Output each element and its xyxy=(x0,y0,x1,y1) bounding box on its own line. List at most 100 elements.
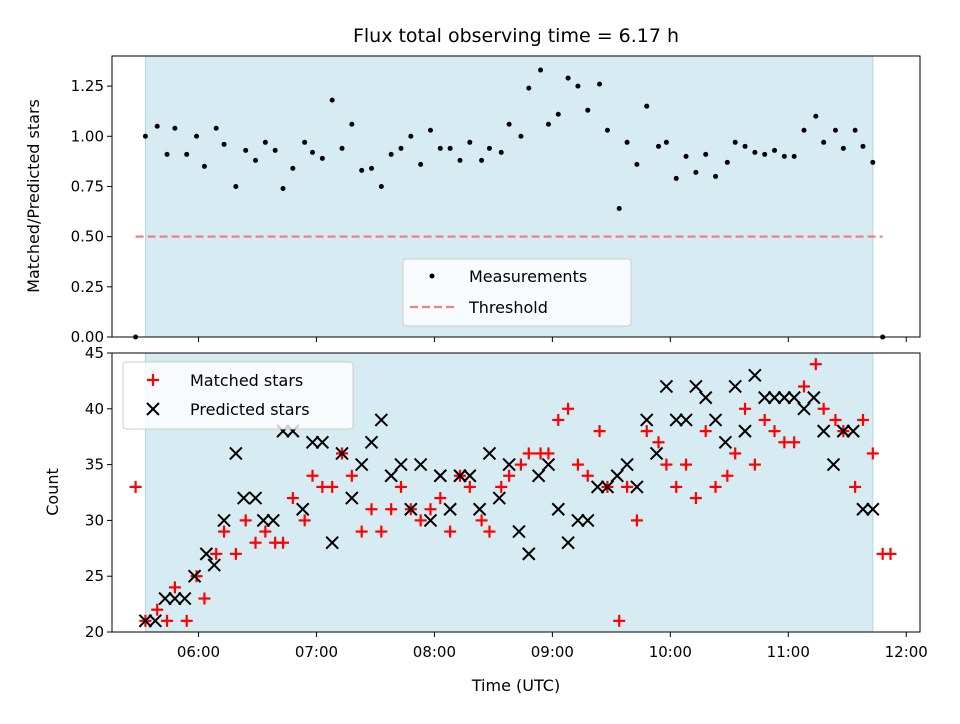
measurement-point xyxy=(821,139,827,145)
measurement-point xyxy=(506,121,512,127)
predicted-star-marker xyxy=(807,390,821,405)
matched-star-marker xyxy=(151,603,164,616)
predicted-star-marker xyxy=(199,547,214,561)
matched-star-marker xyxy=(809,358,822,371)
predicted-star-marker xyxy=(571,513,585,528)
predicted-star-marker xyxy=(305,435,320,449)
measurement-point xyxy=(408,133,414,139)
measurement-point xyxy=(339,145,345,151)
matched-star-marker xyxy=(640,425,653,438)
top-y-axis-label: Matched/Predicted stars xyxy=(24,99,43,293)
top-legend: Measurements Threshold xyxy=(402,258,632,327)
predicted-star-marker xyxy=(345,491,359,505)
bottom-y-tick-label: 35 xyxy=(85,456,104,474)
matched-star-marker xyxy=(168,581,181,594)
predicted-star-marker xyxy=(256,513,271,528)
predicted-star-marker xyxy=(826,457,841,472)
matched-star-marker xyxy=(306,469,319,482)
matched-star-marker xyxy=(463,480,476,493)
measurement-point xyxy=(575,83,581,89)
matched-star-marker xyxy=(866,447,879,460)
measurement-point xyxy=(398,145,404,151)
bottom-legend: Matched stars Predicted stars xyxy=(122,361,354,430)
predicted-star-marker xyxy=(148,614,162,628)
measurement-point xyxy=(302,139,308,145)
predicted-star-marker xyxy=(248,491,263,505)
bottom-x-tick-label: 07:00 xyxy=(295,643,338,661)
matched-star-marker xyxy=(581,469,594,482)
predicted-star-marker xyxy=(168,591,182,606)
measurement-point xyxy=(418,161,424,167)
predicted-star-marker xyxy=(472,502,487,516)
predicted-star-marker xyxy=(856,502,870,516)
measurement-point xyxy=(253,157,259,163)
measurement-point xyxy=(154,123,160,129)
predicted-star-marker xyxy=(453,469,467,483)
measurement-point xyxy=(772,147,778,153)
predicted-star-marker xyxy=(374,413,389,427)
predicted-star-marker xyxy=(531,469,546,483)
matched-star-marker xyxy=(699,425,712,438)
predicted-star-marker xyxy=(541,457,556,472)
predicted-star-marker xyxy=(502,457,516,472)
matched-star-marker xyxy=(630,514,643,527)
bottom-y-tick-label: 30 xyxy=(85,511,104,529)
predicted-star-marker xyxy=(561,536,575,550)
measurement-point xyxy=(518,133,524,139)
top-y-axis: 0.00 0.25 0.50 0.75 1.00 1.25 xyxy=(71,77,112,346)
matched-star-marker xyxy=(298,514,311,527)
bottom-panel: 20 25 30 35 40 45 06:00 07:00 08:00 09:00 10:00 11… xyxy=(43,344,928,695)
matched-star-marker xyxy=(249,536,262,549)
matched-star-marker xyxy=(562,402,575,415)
matched-star-marker xyxy=(394,480,407,493)
measurement-point xyxy=(870,159,876,165)
measurement-point xyxy=(752,149,758,155)
matched-star-marker xyxy=(434,492,447,505)
matched-star-marker xyxy=(229,547,242,560)
matched-star-marker xyxy=(768,425,781,438)
matched-star-marker xyxy=(326,480,339,493)
measurement-point xyxy=(427,127,433,133)
matched-star-marker xyxy=(385,503,398,516)
predicted-star-marker xyxy=(836,424,851,438)
predicted-star-marker xyxy=(433,469,448,483)
top-y-tick-label: 0.25 xyxy=(71,278,104,296)
predicted-star-marker xyxy=(816,424,831,438)
measurement-point xyxy=(329,97,335,103)
predicted-star-marker xyxy=(659,379,674,394)
matched-star-marker xyxy=(680,458,693,471)
bottom-legend-box xyxy=(122,361,354,430)
matched-star-marker xyxy=(798,380,811,393)
bottom-x-tick-label: 09:00 xyxy=(531,643,574,661)
bottom-x-axis-label: Time (UTC) xyxy=(471,676,560,695)
top-y-tick-label: 0.50 xyxy=(71,228,104,246)
matched-star-marker xyxy=(375,525,388,538)
matched-star-marker xyxy=(721,469,734,482)
measurement-point xyxy=(388,151,394,157)
legend-matched-label: Matched stars xyxy=(190,371,303,390)
predicted-star-marker xyxy=(728,379,742,394)
measurement-point xyxy=(142,133,148,139)
predicted-star-marker xyxy=(522,547,536,561)
measurement-point xyxy=(164,151,170,157)
matched-star-marker xyxy=(129,480,142,493)
matched-star-marker xyxy=(689,492,702,505)
matched-star-marker xyxy=(542,447,555,460)
predicted-star-marker xyxy=(413,457,428,472)
predicted-star-marker xyxy=(689,379,703,394)
predicted-stars-points xyxy=(138,368,880,628)
predicted-star-marker xyxy=(581,513,595,528)
measurement-point xyxy=(813,113,819,119)
matched-star-marker xyxy=(739,402,752,415)
measurement-point xyxy=(673,175,679,181)
matched-star-marker xyxy=(483,525,496,538)
predicted-star-marker xyxy=(787,390,801,405)
matched-star-marker xyxy=(729,447,742,460)
bottom-y-axis: 20 25 30 35 40 45 xyxy=(85,344,112,641)
matched-stars-points xyxy=(129,358,897,627)
matched-star-marker xyxy=(444,525,457,538)
measurement-points xyxy=(133,67,886,340)
bottom-y-axis-label: Count xyxy=(43,468,62,516)
matched-star-marker xyxy=(849,480,862,493)
measurement-point xyxy=(616,206,622,212)
